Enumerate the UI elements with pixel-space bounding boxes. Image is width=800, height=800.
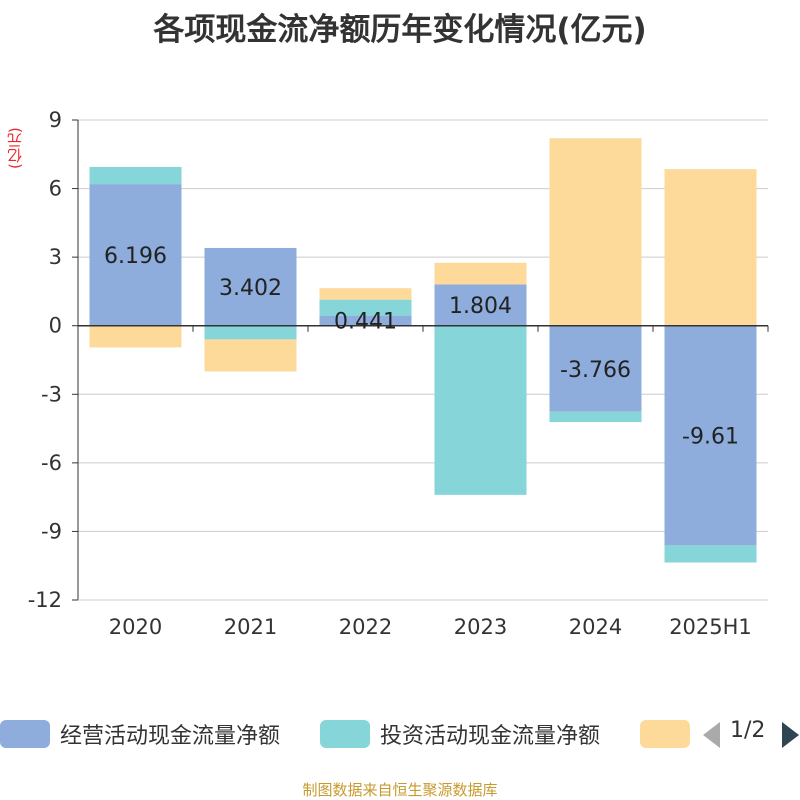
bar-investing-2020	[89, 166, 182, 185]
legend-next-page-icon[interactable]	[782, 722, 799, 748]
legend-item-operating[interactable]: 经营活动现金流量净额	[0, 718, 280, 750]
bar-financing-2025H1	[664, 169, 757, 326]
y-tick-label: 6	[49, 177, 62, 201]
bar-operating-2024	[549, 325, 642, 412]
bar-financing-2020	[89, 325, 182, 348]
bar-investing-2023	[434, 325, 527, 495]
data-label-operating: 0.441	[334, 310, 397, 335]
y-tick-label: -12	[28, 588, 62, 612]
legend-prev-page-icon[interactable]	[703, 722, 720, 748]
data-label-operating: -3.766	[560, 358, 631, 383]
bar-financing-2022	[319, 288, 412, 300]
y-tick-label: -3	[41, 382, 62, 406]
bar-operating-2021	[204, 247, 297, 326]
chart-title: 各项现金流净额历年变化情况(亿元)	[153, 12, 647, 48]
legend-item-financing[interactable]	[640, 718, 700, 750]
chart-canvas: 9 6 3 0 -3 -6 -9 -12 2020 2021 2022 2023 2024 2025H1 6…	[28, 108, 769, 639]
data-label-operating: -9.61	[682, 425, 739, 450]
x-tick-label: 2023	[454, 615, 507, 639]
legend-swatch-financing	[640, 720, 690, 748]
bar-operating-2023	[434, 284, 527, 326]
bar-investing-2022	[319, 299, 412, 316]
data-source-note: 制图数据来自恒生聚源数据库	[302, 781, 498, 799]
y-tick-label: -9	[41, 519, 62, 543]
data-label-operating: 6.196	[104, 244, 167, 269]
data-label-operating: 3.402	[219, 276, 282, 301]
bar-financing-2021	[204, 339, 297, 372]
x-tick-label: 2025H1	[669, 615, 752, 639]
bar-investing-2021	[204, 325, 297, 340]
x-tick-label: 2021	[224, 615, 277, 639]
data-label-operating: 1.804	[449, 294, 512, 319]
bar-operating-2025H1	[664, 325, 757, 546]
y-tick-label: 3	[49, 245, 62, 269]
legend-swatch-operating	[0, 720, 50, 748]
legend-label-operating: 经营活动现金流量净额	[60, 724, 281, 749]
bar-operating-2020	[89, 184, 182, 326]
bar-financing-2023	[434, 262, 527, 285]
y-tick-label: 9	[49, 108, 62, 132]
bar-investing-2025H1	[664, 545, 757, 563]
legend-label-investing: 投资活动现金流量净额	[380, 724, 601, 749]
x-tick-label: 2022	[339, 615, 392, 639]
legend-item-investing[interactable]: 投资活动现金流量净额	[320, 718, 600, 750]
legend-page-indicator: 1/2	[730, 718, 766, 743]
bar-operating-2022	[319, 315, 412, 326]
y-tick-label: 0	[49, 314, 62, 338]
legend-swatch-investing	[320, 720, 370, 748]
x-tick-label: 2020	[109, 615, 162, 639]
bar-financing-2024	[549, 138, 642, 326]
y-tick-label: -6	[41, 451, 62, 475]
x-tick-label: 2024	[569, 615, 622, 639]
bar-investing-2024	[549, 411, 642, 423]
